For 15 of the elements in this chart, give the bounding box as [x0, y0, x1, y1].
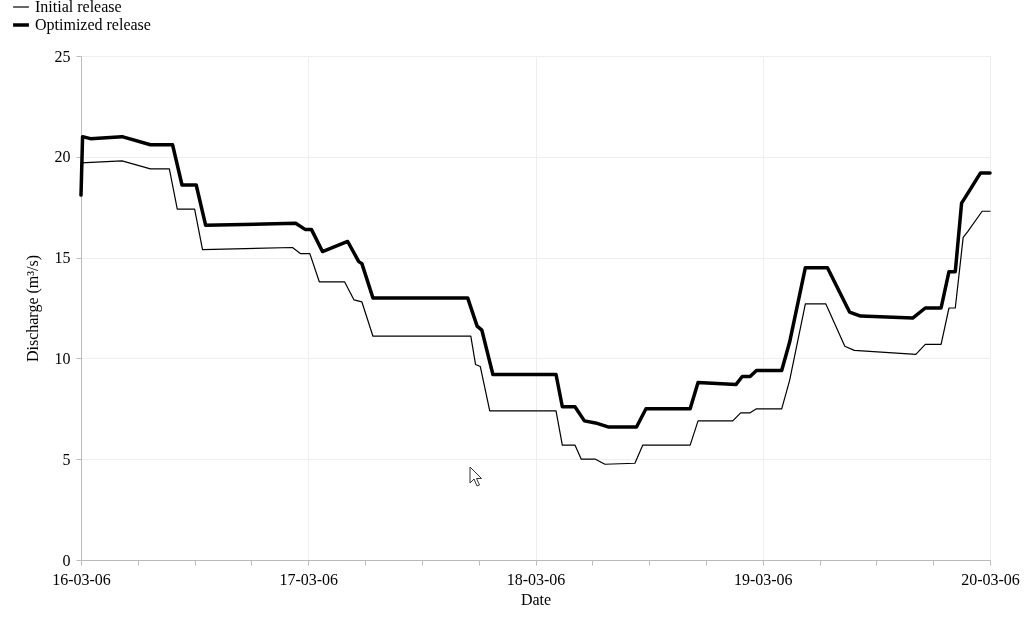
y-tick-label: 5	[62, 450, 71, 468]
y-tick-label: 25	[54, 47, 71, 65]
x-tick-label: 16-03-06	[52, 570, 111, 588]
x-tick-label: 18-03-06	[506, 570, 566, 588]
x-tick-label: 19-03-06	[733, 570, 793, 588]
y-tick-label: 0	[62, 551, 71, 569]
y-tick-label: 20	[54, 148, 71, 166]
y-tick-label: 10	[54, 349, 71, 367]
legend-label: Initial release	[35, 0, 122, 15]
y-axis-title: Discharge (m³/s)	[23, 254, 42, 363]
legend-label: Optimized release	[35, 16, 151, 34]
x-tick-label: 20-03-06	[961, 570, 1020, 588]
x-axis-title: Date	[520, 590, 552, 608]
x-tick-label: 17-03-06	[279, 570, 339, 588]
y-tick-label: 15	[54, 249, 71, 267]
